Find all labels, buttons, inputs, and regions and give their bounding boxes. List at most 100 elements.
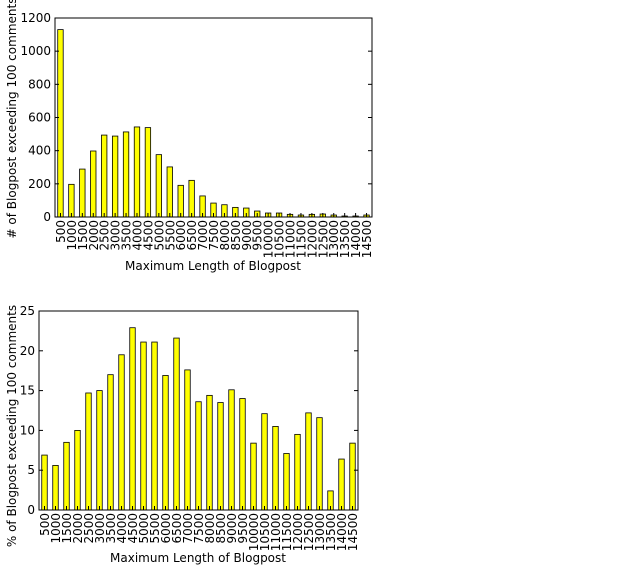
bar-500 <box>41 454 48 511</box>
bar-5500 <box>166 166 173 218</box>
y-tick-label: 0 <box>27 503 35 517</box>
x-tick-label: 6000 <box>159 513 173 544</box>
x-tick-label: 500 <box>54 220 68 243</box>
y-tick-label: 5 <box>27 463 35 477</box>
bar-5000 <box>155 154 162 218</box>
x-tick-label: 9000 <box>240 220 254 251</box>
x-tick-label: 13500 <box>338 220 352 258</box>
y-tick-label: 1200 <box>20 11 51 25</box>
bar-3500 <box>122 131 130 218</box>
bar-3500 <box>107 374 114 511</box>
bar-2500 <box>101 134 108 218</box>
chart0-ylabel: # of Blogpost exceeding 100 comments <box>5 0 19 238</box>
bar-2000 <box>90 150 97 218</box>
x-tick-label: 2500 <box>98 220 112 251</box>
x-tick-label: 11500 <box>280 513 294 551</box>
x-tick-label: 7500 <box>207 220 221 251</box>
x-tick-label: 500 <box>38 513 52 536</box>
x-tick-label: 14500 <box>360 220 374 258</box>
x-tick-label: 12500 <box>316 220 330 258</box>
x-tick-label: 1000 <box>49 513 63 544</box>
bar-1500 <box>79 168 86 218</box>
bar-11000 <box>272 426 279 511</box>
bar-14500 <box>349 442 356 511</box>
bar-4500 <box>144 127 152 218</box>
x-tick-label: 11500 <box>294 220 308 258</box>
x-tick-label: 7000 <box>196 220 210 251</box>
bar-8500 <box>217 402 224 511</box>
x-tick-label: 1000 <box>65 220 79 251</box>
y-tick-label: 200 <box>28 177 51 191</box>
x-tick-label: 12000 <box>305 220 319 258</box>
x-tick-label: 14000 <box>335 513 349 551</box>
bar-11500 <box>283 453 290 511</box>
x-tick-label: 8000 <box>203 513 217 544</box>
bar-500 <box>57 29 64 218</box>
chart1-xlabel: Maximum Length of Blogpost <box>110 551 286 565</box>
bar-2500 <box>85 392 92 511</box>
chart0-xlabel: Maximum Length of Blogpost <box>125 259 301 273</box>
x-tick-label: 14500 <box>346 513 360 551</box>
x-tick-label: 14000 <box>349 220 363 258</box>
x-tick-label: 4500 <box>126 513 140 544</box>
bar-2000 <box>74 429 81 511</box>
bar-3000 <box>96 390 103 511</box>
bar-8000 <box>206 394 213 511</box>
y-tick-label: 10 <box>20 423 35 437</box>
x-tick-label: 8500 <box>214 513 228 544</box>
bar-6500 <box>173 337 180 511</box>
bar-12500 <box>305 412 312 511</box>
x-tick-label: 13000 <box>327 220 341 258</box>
x-tick-label: 11000 <box>284 220 298 258</box>
bar-6500 <box>188 179 195 218</box>
y-tick-label: 600 <box>28 111 51 125</box>
bar-10000 <box>250 442 257 511</box>
bar-1000 <box>52 465 59 511</box>
x-tick-label: 3500 <box>104 513 118 544</box>
bar-1500 <box>63 441 70 511</box>
x-tick-label: 4000 <box>130 220 144 251</box>
x-tick-label: 13500 <box>324 513 338 551</box>
x-tick-label: 6500 <box>170 513 184 544</box>
bar-5000 <box>140 341 147 511</box>
x-tick-label: 9000 <box>225 513 239 544</box>
bar-4500 <box>129 327 136 511</box>
bar-9500 <box>239 398 246 511</box>
bar-6000 <box>162 375 169 511</box>
x-tick-label: 6500 <box>185 220 199 251</box>
x-tick-label: 10000 <box>247 513 261 551</box>
x-tick-label: 4500 <box>141 220 155 251</box>
x-tick-label: 8500 <box>229 220 243 251</box>
x-tick-label: 13000 <box>313 513 327 551</box>
x-tick-label: 10500 <box>258 513 272 551</box>
y-tick-label: 800 <box>28 77 51 91</box>
x-tick-label: 12500 <box>302 513 316 551</box>
y-tick-label: 1000 <box>20 44 51 58</box>
bar-12000 <box>294 433 301 511</box>
x-tick-label: 10000 <box>262 220 276 258</box>
count-bar-chart: # of Blogpost exceeding 100 comments Max… <box>5 0 374 273</box>
y-tick-label: 25 <box>20 304 35 318</box>
x-tick-label: 5500 <box>148 513 162 544</box>
bar-5500 <box>151 341 158 511</box>
x-tick-label: 10500 <box>273 220 287 258</box>
y-tick-label: 0 <box>43 210 51 224</box>
x-tick-label: 7500 <box>192 513 206 544</box>
x-tick-label: 4000 <box>115 513 129 544</box>
x-tick-label: 12000 <box>291 513 305 551</box>
bar-3000 <box>111 135 119 218</box>
x-tick-label: 9500 <box>236 513 250 544</box>
x-tick-label: 8000 <box>218 220 232 251</box>
x-tick-label: 2000 <box>87 220 101 251</box>
x-tick-label: 5000 <box>137 513 151 544</box>
x-tick-label: 11000 <box>269 513 283 551</box>
x-tick-label: 9500 <box>251 220 265 251</box>
x-tick-label: 2000 <box>71 513 85 544</box>
bar-10500 <box>261 413 268 511</box>
y-tick-label: 20 <box>20 344 35 358</box>
chart1-ylabel: % of Blogpost exceeding 100 comments <box>5 305 19 547</box>
x-tick-label: 3000 <box>93 513 107 544</box>
bar-7500 <box>195 401 202 511</box>
y-tick-label: 400 <box>28 144 51 158</box>
